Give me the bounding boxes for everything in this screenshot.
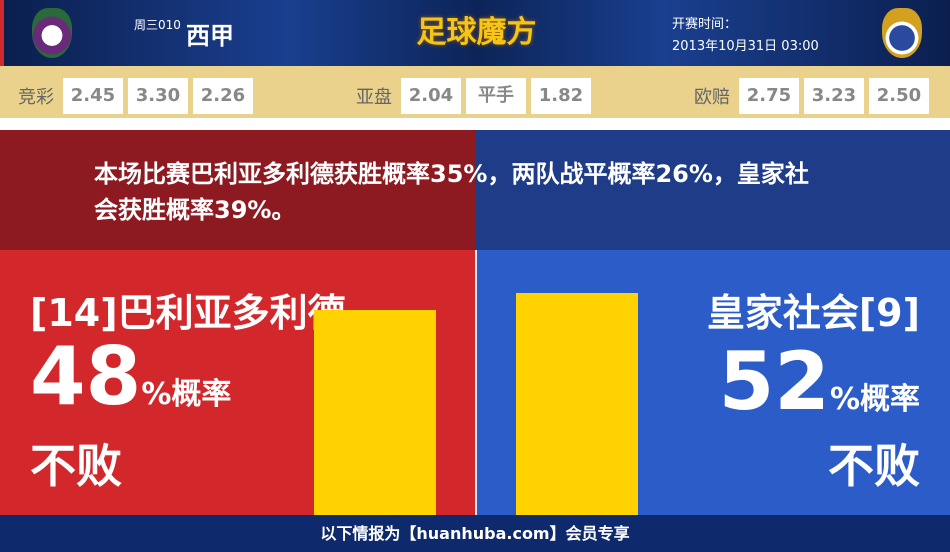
- home-team-name: [14]巴利亚多利德: [30, 291, 346, 335]
- home-outcome: 不败: [30, 439, 122, 493]
- banner-left: [0, 130, 475, 250]
- odds-asian: 亚盘 2.04 平手 1.82: [356, 78, 591, 114]
- member-footer[interactable]: 以下情报为【huanhuba.com】会员专享: [0, 515, 950, 552]
- divider: [475, 250, 477, 515]
- away-team-crest-icon: [882, 8, 922, 58]
- odds-bar: 竞彩 2.45 3.30 2.26 亚盘 2.04 平手 1.82 欧赔 2.75 3.23 2.…: [0, 66, 950, 124]
- match-header: 周三010 西甲 足球魔方 开赛时间： 2013年10月31日 03:00: [0, 0, 950, 66]
- away-probability-bar: [516, 292, 638, 515]
- banner-right: [475, 130, 950, 250]
- home-percent: 48%概率: [30, 330, 232, 423]
- logo: 足球魔方: [416, 15, 537, 50]
- away-outcome: 不败: [828, 439, 920, 493]
- league-name: 西甲: [186, 22, 234, 50]
- probability-summary: 本场比赛巴利亚多利德获胜概率35%，两队战平概率26%，皇家社会获胜概率39%。: [94, 160, 809, 224]
- odds-european: 欧赔 2.75 3.23 2.50: [694, 78, 929, 114]
- home-team-crest-icon: [32, 8, 72, 58]
- away-team-name: 皇家社会[9]: [706, 291, 920, 335]
- away-percent: 52%概率: [718, 335, 920, 428]
- odds-jingcai: 竞彩 2.45 3.30 2.26: [18, 78, 253, 114]
- home-probability-bar: [314, 310, 436, 515]
- kickoff: 开赛时间： 2013年10月31日 03:00: [672, 17, 819, 54]
- league-info: 周三010 西甲: [134, 18, 234, 50]
